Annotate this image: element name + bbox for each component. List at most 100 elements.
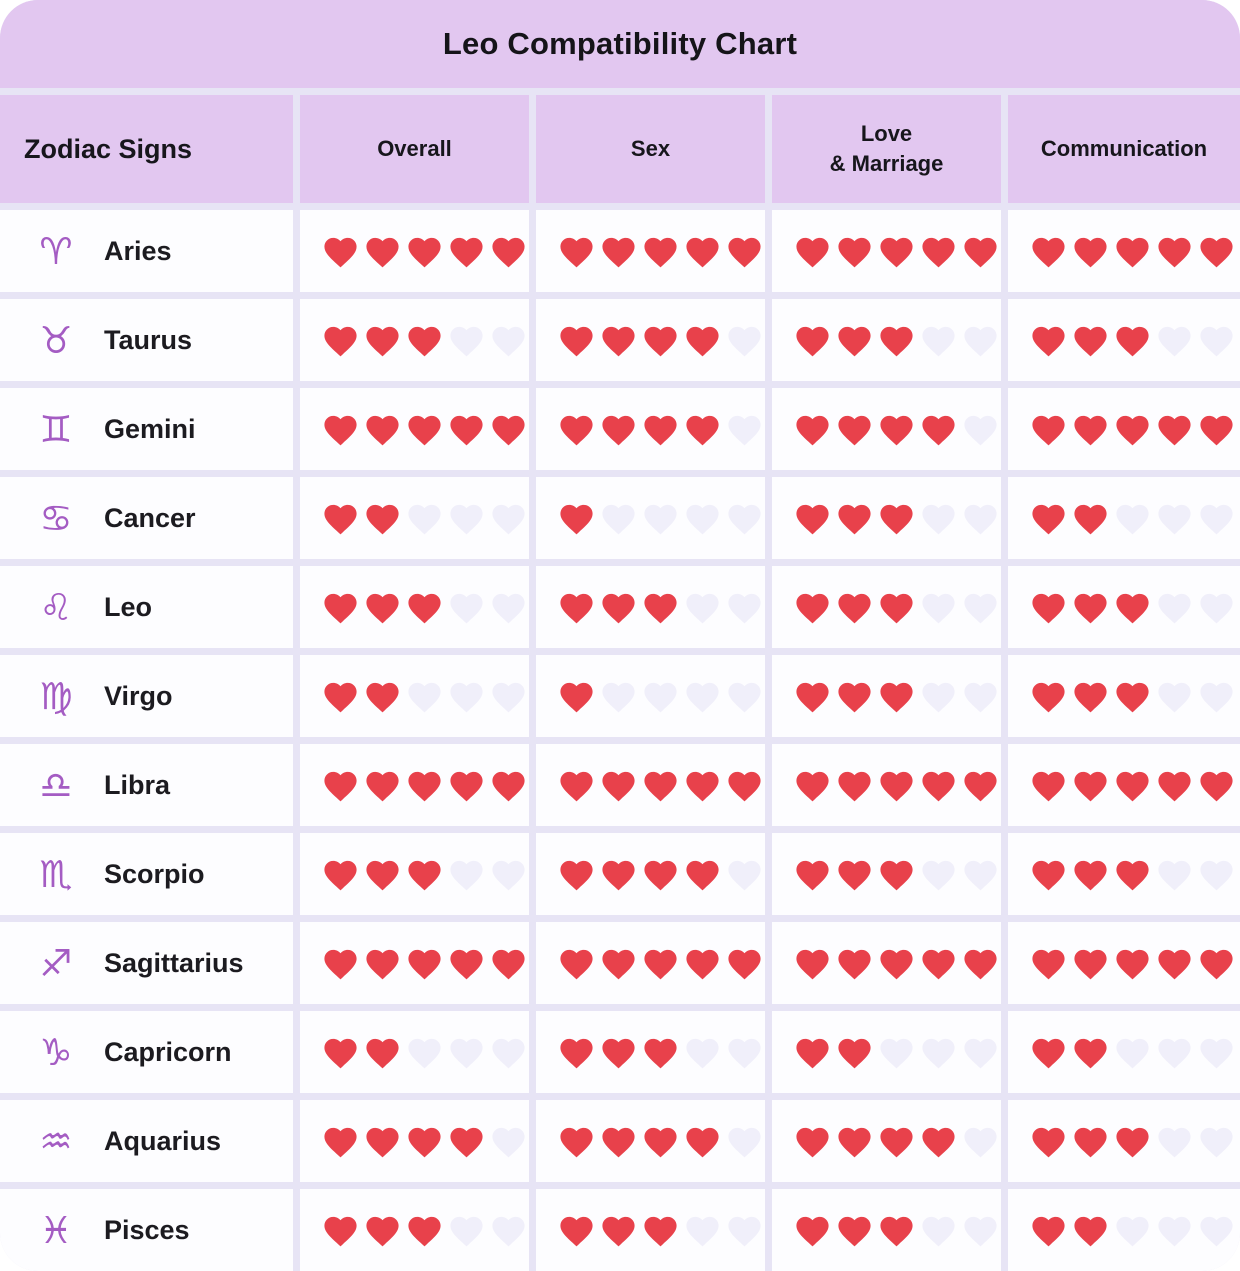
heart-filled-icon [602, 860, 635, 890]
pisces-icon: ♓ [39, 1208, 73, 1252]
heart-empty-icon [686, 504, 719, 534]
heart-filled-icon [366, 504, 399, 534]
heart-filled-icon [838, 504, 871, 534]
rating-taurus-overall [300, 299, 529, 381]
heart-empty-icon [1116, 1216, 1149, 1246]
rating-pisces-love-marriage [772, 1189, 1001, 1271]
heart-filled-icon [796, 415, 829, 445]
heart-empty-icon [686, 1216, 719, 1246]
table-row-sign-aries: ♈ Aries [0, 210, 293, 292]
heart-filled-icon [560, 1216, 593, 1246]
rating-aries-sex [536, 210, 765, 292]
heart-filled-icon [602, 1038, 635, 1068]
heart-filled-icon [1158, 949, 1191, 979]
heart-empty-icon [492, 860, 525, 890]
heart-filled-icon [366, 860, 399, 890]
heart-filled-icon [1074, 237, 1107, 267]
rating-sagittarius-sex [536, 922, 765, 1004]
heart-empty-icon [492, 1127, 525, 1157]
aries-icon: ♈ [39, 229, 73, 273]
table-row-sign-virgo: ♍ Virgo [0, 655, 293, 737]
heart-empty-icon [644, 504, 677, 534]
sagittarius-icon: ♐ [39, 941, 73, 985]
rating-taurus-sex [536, 299, 765, 381]
sign-name: Cancer [104, 502, 196, 533]
heart-filled-icon [796, 949, 829, 979]
heart-filled-icon [408, 1216, 441, 1246]
heart-filled-icon [686, 415, 719, 445]
heart-filled-icon [644, 237, 677, 267]
heart-empty-icon [408, 682, 441, 712]
heart-filled-icon [922, 1127, 955, 1157]
rating-pisces-overall [300, 1189, 529, 1271]
heart-empty-icon [492, 504, 525, 534]
heart-filled-icon [560, 949, 593, 979]
heart-filled-icon [1200, 949, 1233, 979]
heart-filled-icon [560, 326, 593, 356]
heart-empty-icon [964, 326, 997, 356]
heart-filled-icon [602, 771, 635, 801]
heart-empty-icon [1158, 1127, 1191, 1157]
heart-filled-icon [324, 860, 357, 890]
heart-filled-icon [880, 860, 913, 890]
rating-sagittarius-love-marriage [772, 922, 1001, 1004]
heart-filled-icon [796, 1038, 829, 1068]
heart-filled-icon [560, 771, 593, 801]
heart-filled-icon [324, 771, 357, 801]
heart-empty-icon [728, 1127, 761, 1157]
rating-aquarius-sex [536, 1100, 765, 1182]
rating-libra-love-marriage [772, 744, 1001, 826]
heart-filled-icon [1116, 682, 1149, 712]
heart-filled-icon [838, 1216, 871, 1246]
heart-filled-icon [964, 949, 997, 979]
heart-filled-icon [408, 415, 441, 445]
heart-empty-icon [922, 593, 955, 623]
table-row-sign-cancer: ♋ Cancer [0, 477, 293, 559]
heart-filled-icon [408, 949, 441, 979]
heart-filled-icon [686, 237, 719, 267]
column-header-love-marriage: Love & Marriage [772, 95, 1001, 203]
heart-filled-icon [728, 771, 761, 801]
heart-empty-icon [492, 326, 525, 356]
heart-filled-icon [366, 1216, 399, 1246]
heart-filled-icon [1032, 860, 1065, 890]
heart-filled-icon [964, 237, 997, 267]
heart-empty-icon [728, 415, 761, 445]
heart-filled-icon [492, 949, 525, 979]
heart-empty-icon [644, 682, 677, 712]
rating-aries-communication [1008, 210, 1240, 292]
heart-filled-icon [408, 237, 441, 267]
heart-filled-icon [366, 237, 399, 267]
heart-filled-icon [838, 1038, 871, 1068]
heart-filled-icon [1032, 1038, 1065, 1068]
rating-gemini-communication [1008, 388, 1240, 470]
heart-filled-icon [1032, 593, 1065, 623]
heart-filled-icon [964, 771, 997, 801]
rating-pisces-sex [536, 1189, 765, 1271]
heart-empty-icon [1158, 593, 1191, 623]
heart-filled-icon [1074, 415, 1107, 445]
heart-filled-icon [1116, 415, 1149, 445]
heart-filled-icon [602, 326, 635, 356]
heart-empty-icon [492, 593, 525, 623]
heart-empty-icon [492, 1216, 525, 1246]
heart-filled-icon [880, 504, 913, 534]
rating-scorpio-communication [1008, 833, 1240, 915]
heart-filled-icon [1032, 237, 1065, 267]
heart-empty-icon [450, 1038, 483, 1068]
rating-libra-communication [1008, 744, 1240, 826]
heart-empty-icon [408, 1038, 441, 1068]
heart-filled-icon [492, 771, 525, 801]
heart-filled-icon [1032, 326, 1065, 356]
heart-filled-icon [602, 1127, 635, 1157]
heart-empty-icon [1116, 504, 1149, 534]
table-row-sign-sagittarius: ♐ Sagittarius [0, 922, 293, 1004]
heart-empty-icon [450, 1216, 483, 1246]
rating-gemini-sex [536, 388, 765, 470]
rating-cancer-communication [1008, 477, 1240, 559]
heart-filled-icon [922, 771, 955, 801]
sign-name: Virgo [104, 680, 173, 711]
heart-filled-icon [492, 415, 525, 445]
heart-empty-icon [728, 1216, 761, 1246]
heart-empty-icon [1158, 326, 1191, 356]
